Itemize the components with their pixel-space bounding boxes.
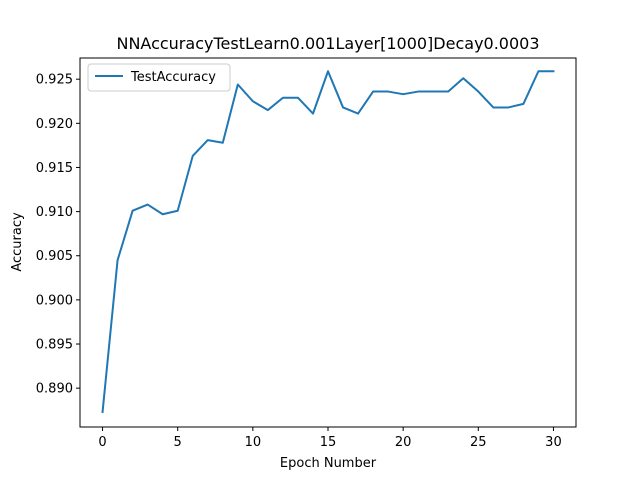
x-tick-label: 25 <box>470 435 487 450</box>
legend-box <box>87 63 231 92</box>
y-tick-label: 0.920 <box>36 117 73 132</box>
chart-title: NNAccuracyTestLearn0.001Layer[1000]Decay… <box>116 34 539 53</box>
x-tick-label: 10 <box>245 435 262 450</box>
y-tick-label: 0.915 <box>36 161 73 176</box>
series-line-testaccuracy <box>101 70 555 414</box>
y-tick-label: 0.900 <box>36 293 73 308</box>
y-tick-label: 0.895 <box>36 338 73 353</box>
y-tick-label: 0.905 <box>36 249 73 264</box>
y-tick-label: 0.925 <box>36 73 73 88</box>
x-axis: 0 5 10 15 20 25 30 <box>98 427 562 450</box>
x-tick-label: 30 <box>545 435 562 450</box>
x-tick-label: 15 <box>320 435 337 450</box>
y-tick-label: 0.890 <box>36 382 73 397</box>
y-axis-label: Accuracy <box>10 212 25 272</box>
y-tick-label: 0.910 <box>36 205 73 220</box>
y-axis: 0.890 0.895 0.900 0.905 0.910 0.915 0.920 0.925 <box>36 73 80 397</box>
x-tick-label: 0 <box>98 435 106 450</box>
x-tick-label: 5 <box>174 435 182 450</box>
legend-label-testaccuracy: TestAccuracy <box>130 70 216 85</box>
x-tick-label: 20 <box>395 435 412 450</box>
legend: TestAccuracy <box>87 63 231 92</box>
x-axis-label: Epoch Number <box>280 456 377 471</box>
plot-area <box>101 70 555 414</box>
